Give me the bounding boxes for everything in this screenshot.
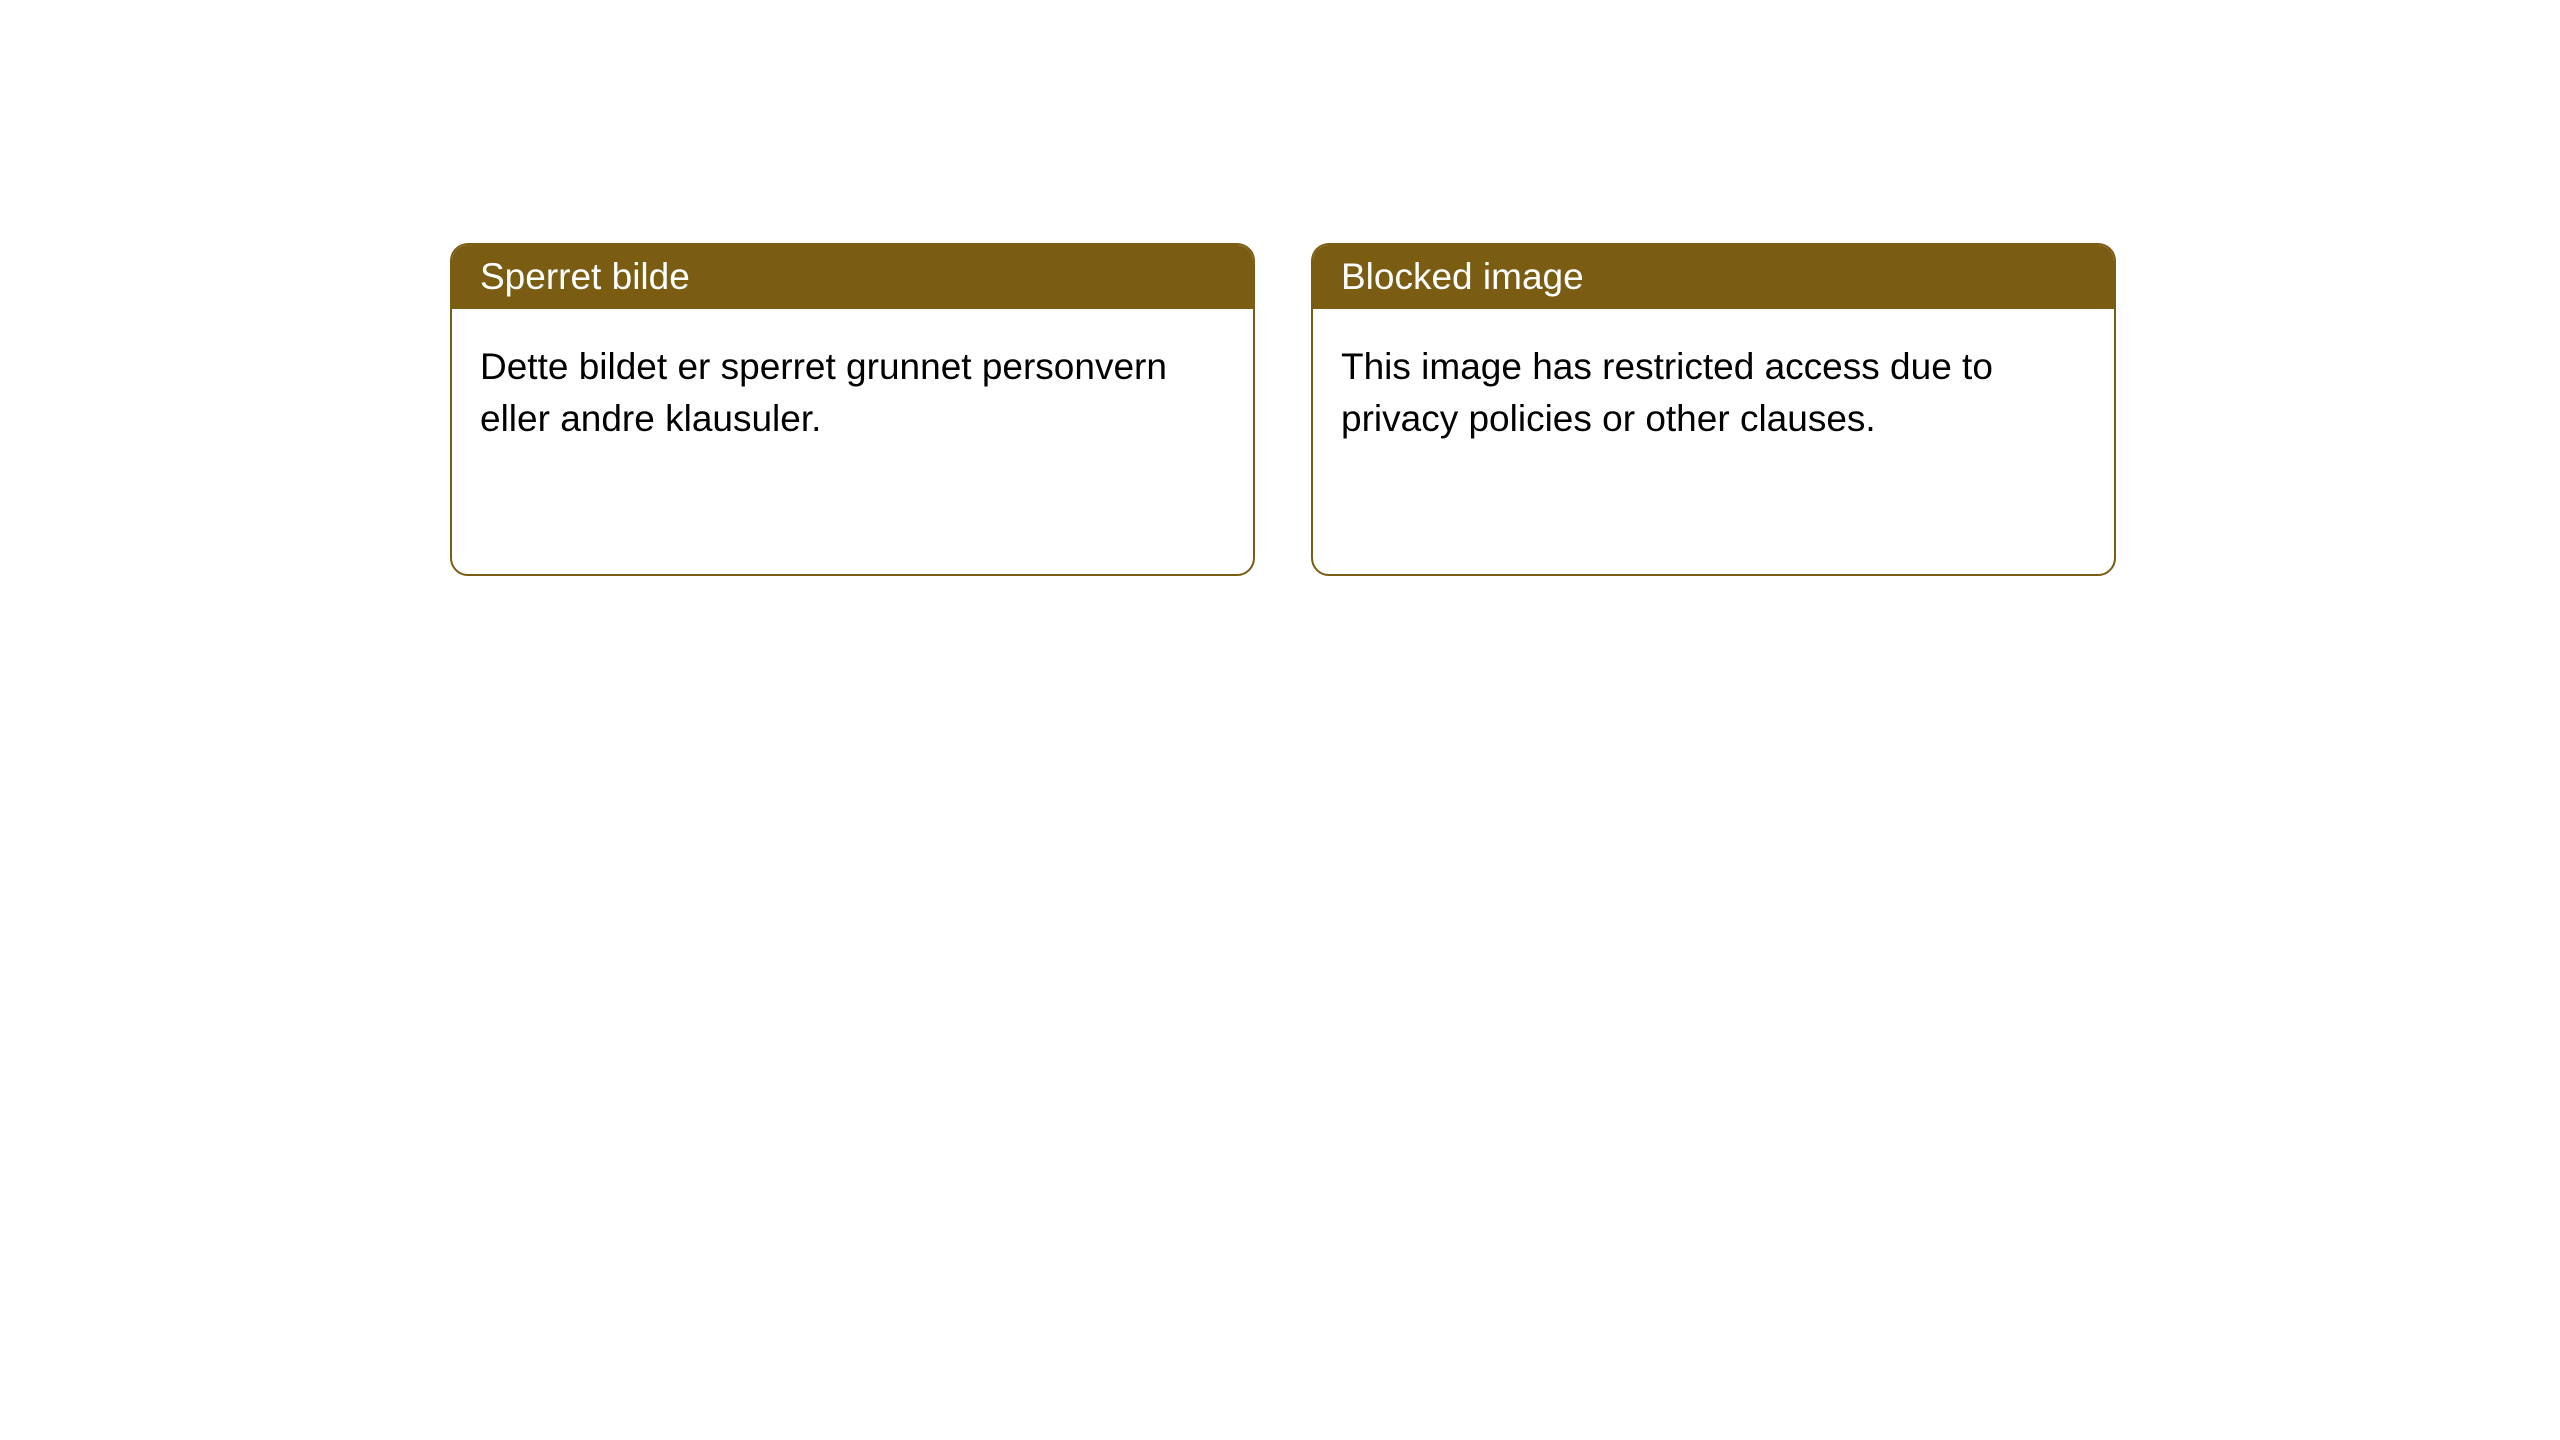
card-title: Blocked image xyxy=(1341,256,1584,297)
card-header: Blocked image xyxy=(1313,245,2114,309)
card-body: This image has restricted access due to … xyxy=(1313,309,2114,477)
info-cards-container: Sperret bilde Dette bildet er sperret gr… xyxy=(450,243,2116,576)
blocked-image-card-norwegian: Sperret bilde Dette bildet er sperret gr… xyxy=(450,243,1255,576)
card-body-text: Dette bildet er sperret grunnet personve… xyxy=(480,346,1167,439)
card-title: Sperret bilde xyxy=(480,256,690,297)
blocked-image-card-english: Blocked image This image has restricted … xyxy=(1311,243,2116,576)
card-header: Sperret bilde xyxy=(452,245,1253,309)
card-body-text: This image has restricted access due to … xyxy=(1341,346,1993,439)
card-body: Dette bildet er sperret grunnet personve… xyxy=(452,309,1253,477)
